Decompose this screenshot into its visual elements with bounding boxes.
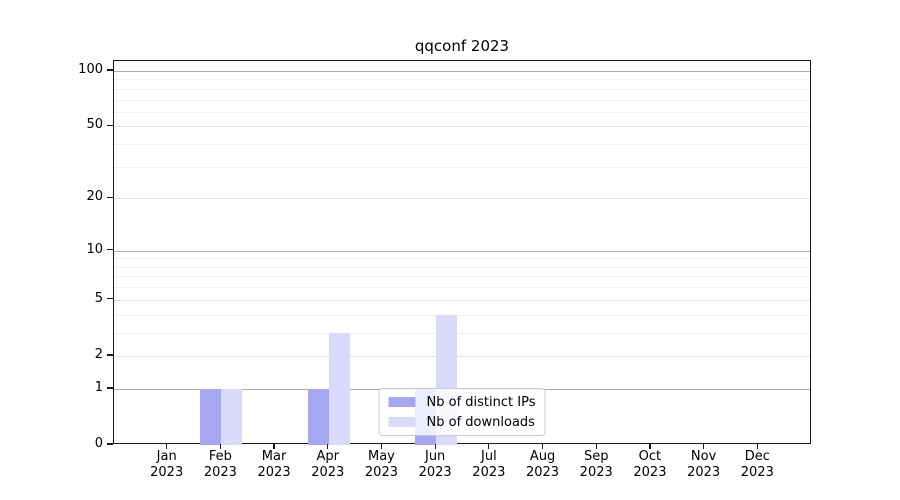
gridline-minor-80 [114, 88, 810, 90]
y-tick-label-10: 10 [86, 241, 103, 257]
y-tick-label-20: 20 [86, 189, 103, 205]
gridline-minor-90 [114, 79, 810, 81]
x-tick-label-dec-2023: Dec 2023 [740, 449, 774, 480]
y-tick-mark-10 [107, 249, 113, 251]
bar-nb-of-downloads-feb-2023 [221, 388, 243, 445]
x-tick-mark-apr-2023 [327, 444, 329, 449]
gridline-minor-40 [114, 144, 810, 146]
gridline-minor-9 [114, 258, 810, 260]
x-tick-label-aug-2023: Aug 2023 [525, 449, 560, 480]
legend-swatch-nb-of-downloads [388, 417, 416, 427]
legend-item-nb-of-downloads: Nb of downloads [388, 413, 536, 431]
x-tick-label-sep-2023: Sep 2023 [579, 449, 613, 480]
x-tick-label-oct-2023: Oct 2023 [633, 449, 667, 480]
x-tick-mark-mar-2023 [273, 444, 275, 449]
bar-nb-of-downloads-apr-2023 [328, 332, 350, 445]
gridline-5 [114, 299, 810, 301]
y-tick-label-100: 100 [78, 62, 103, 77]
x-tick-mark-jun-2023 [434, 444, 436, 449]
y-tick-mark-0 [107, 443, 113, 445]
x-tick-label-jan-2023: Jan 2023 [150, 449, 184, 480]
x-tick-mark-sep-2023 [595, 444, 597, 449]
gridline-2 [114, 355, 810, 357]
y-tick-label-0: 0 [94, 436, 103, 451]
y-tick-label-50: 50 [86, 117, 103, 133]
plot-area: Nb of distinct IPs Nb of downloads [113, 60, 811, 445]
legend-label-nb-of-downloads: Nb of downloads [426, 414, 535, 430]
gridline-50 [114, 126, 810, 128]
y-tick-mark-5 [107, 298, 113, 300]
x-tick-label-jul-2023: Jul 2023 [472, 449, 506, 480]
gridline-minor-4 [114, 314, 810, 316]
x-tick-label-mar-2023: Mar 2023 [257, 449, 291, 480]
gridline-decade-10 [114, 250, 810, 252]
gridline-minor-30 [114, 166, 810, 168]
x-tick-mark-oct-2023 [649, 444, 651, 449]
legend-item-nb-of-distinct-ips: Nb of distinct IPs [388, 393, 536, 411]
x-tick-label-feb-2023: Feb 2023 [203, 449, 237, 480]
x-tick-mark-jan-2023 [166, 444, 168, 449]
x-tick-label-apr-2023: Apr 2023 [311, 449, 345, 480]
gridline-minor-7 [114, 276, 810, 278]
y-tick-label-1: 1 [94, 379, 103, 395]
x-tick-label-jun-2023: Jun 2023 [418, 449, 452, 480]
legend-box: Nb of distinct IPs Nb of downloads [378, 388, 546, 436]
legend-swatch-nb-of-distinct-ips [388, 397, 416, 407]
y-tick-label-5: 5 [94, 290, 103, 306]
bar-nb-of-distinct-ips-apr-2023 [307, 388, 329, 445]
gridline-minor-3 [114, 332, 810, 334]
chart-title: qqconf 2023 [414, 37, 510, 55]
gridline-minor-6 [114, 287, 810, 289]
legend-label-nb-of-distinct-ips: Nb of distinct IPs [426, 394, 536, 410]
y-tick-mark-50 [107, 124, 113, 127]
y-tick-mark-2 [107, 354, 113, 356]
gridline-20 [114, 198, 810, 200]
gridline-decade-100 [114, 71, 810, 72]
gridline-minor-8 [114, 266, 810, 268]
x-tick-mark-jul-2023 [488, 444, 490, 449]
gridline-minor-70 [114, 99, 810, 101]
x-tick-mark-aug-2023 [541, 444, 544, 449]
x-tick-mark-may-2023 [380, 444, 383, 449]
y-tick-mark-20 [107, 196, 113, 198]
y-tick-mark-1 [107, 387, 113, 389]
gridline-minor-60 [114, 111, 810, 113]
x-tick-label-may-2023: May 2023 [364, 449, 398, 480]
x-tick-mark-dec-2023 [756, 444, 758, 449]
y-tick-label-2: 2 [94, 346, 103, 362]
x-tick-mark-nov-2023 [702, 444, 705, 449]
x-tick-mark-feb-2023 [219, 444, 222, 449]
bar-nb-of-distinct-ips-feb-2023 [200, 388, 222, 445]
x-tick-label-nov-2023: Nov 2023 [687, 449, 721, 480]
y-tick-mark-100 [107, 69, 113, 71]
